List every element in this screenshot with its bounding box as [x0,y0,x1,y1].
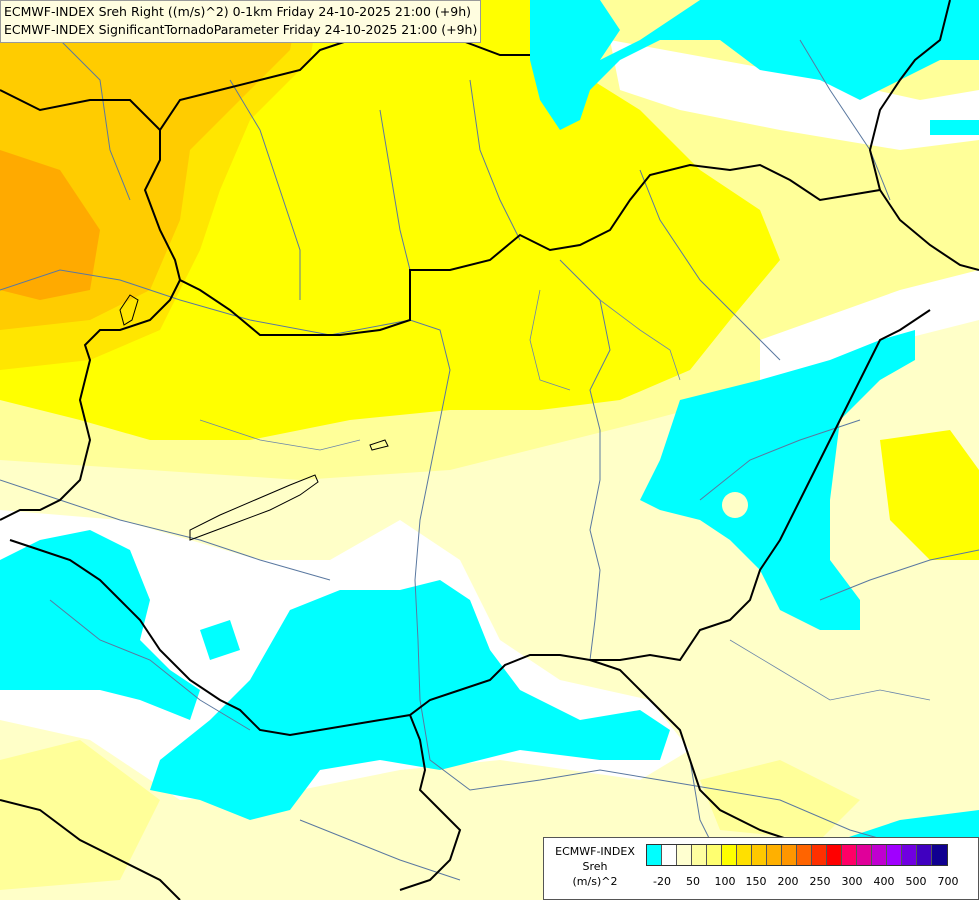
legend-swatch [692,845,707,865]
cyan-zone-north [530,0,979,130]
legend-tick-label: 100 [714,875,736,888]
legend-tick-label: 50 [686,875,700,888]
legend-swatch [812,845,827,865]
color-legend: ECMWF-INDEX Sreh (m/s)^2 -20 50 100 150 200 2… [543,837,979,900]
map-title-box: ECMWF-INDEX Sreh Right ((m/s)^2) 0-1km F… [0,0,482,43]
legend-swatch [782,845,797,865]
river-south-1 [299,819,461,881]
legend-title-line3: (m/s)^2 [572,875,618,888]
map-title-sreh: ECMWF-INDEX Sreh Right ((m/s)^2) 0-1km F… [4,4,472,19]
white-zone-east [760,270,979,390]
cyan-hole [722,492,748,518]
legend-tick-label: 300 [841,875,863,888]
regional-lines [199,289,931,701]
border-serbia-bosnia [399,714,462,891]
legend-swatch [872,845,887,865]
legend-swatch [707,845,722,865]
legend-swatch [932,845,947,865]
river-north-1 [229,79,301,300]
lake-balaton [189,474,319,541]
border-sw [0,799,181,900]
border-romania-west [9,309,931,737]
river-ne-2 [59,39,131,201]
field-yellow-patch-sw [0,740,160,890]
legend-tick-label: -20 [653,875,671,888]
river-danube [0,269,979,871]
legend-swatch [722,845,737,865]
legend-swatch [902,845,917,865]
river-north-3 [469,79,521,241]
legend-tick-label: 150 [745,875,767,888]
river-east-1 [639,169,781,361]
cyan-zone-east [640,330,915,630]
river-north-2 [379,109,411,271]
legend-swatch [662,845,677,865]
border-south-east [589,659,791,841]
cyan-zone-small-west [200,620,240,660]
legend-title-line1: ECMWF-INDEX [555,845,635,858]
river-west-1 [0,479,331,581]
lake-small-1 [369,439,389,451]
legend-swatch [797,845,812,865]
legend-swatch [677,845,692,865]
cyan-zone-south [150,580,670,820]
legend-swatch [647,845,662,865]
legend-tick-label: 200 [777,875,799,888]
legend-swatch [752,845,767,865]
legend-tick-label: 500 [905,875,927,888]
border-north [0,89,979,336]
field-orange [0,150,100,300]
river-tisza [559,259,611,661]
legend-swatch [827,845,842,865]
legend-tick-label: 250 [809,875,831,888]
border-ne [868,0,951,191]
legend-swatches [646,844,948,866]
river-west-2 [49,599,251,731]
cyan-zone-west [0,530,200,720]
cyan-zone-ne-strip [930,120,979,135]
legend-swatch [842,845,857,865]
white-zone-north [610,40,979,150]
legend-tick-label: 400 [873,875,895,888]
legend-swatch [737,845,752,865]
legend-title-line2: Sreh [582,860,608,873]
legend-tick-label: 700 [937,875,959,888]
map-title-stp: ECMWF-INDEX SignificantTornadoParameter … [4,22,478,37]
legend-title: ECMWF-INDEX Sreh (m/s)^2 [544,844,646,889]
legend-swatch [887,845,902,865]
river-east-2 [699,419,861,501]
lake-neusiedl [119,294,139,326]
legend-swatch [857,845,872,865]
legend-swatch [767,845,782,865]
river-ne-1 [799,39,891,201]
border-west-austria [0,279,181,521]
field-yellow-patch-east [880,430,979,560]
legend-swatch [917,845,932,865]
river-east-3 [819,549,979,601]
lakes [119,294,389,541]
